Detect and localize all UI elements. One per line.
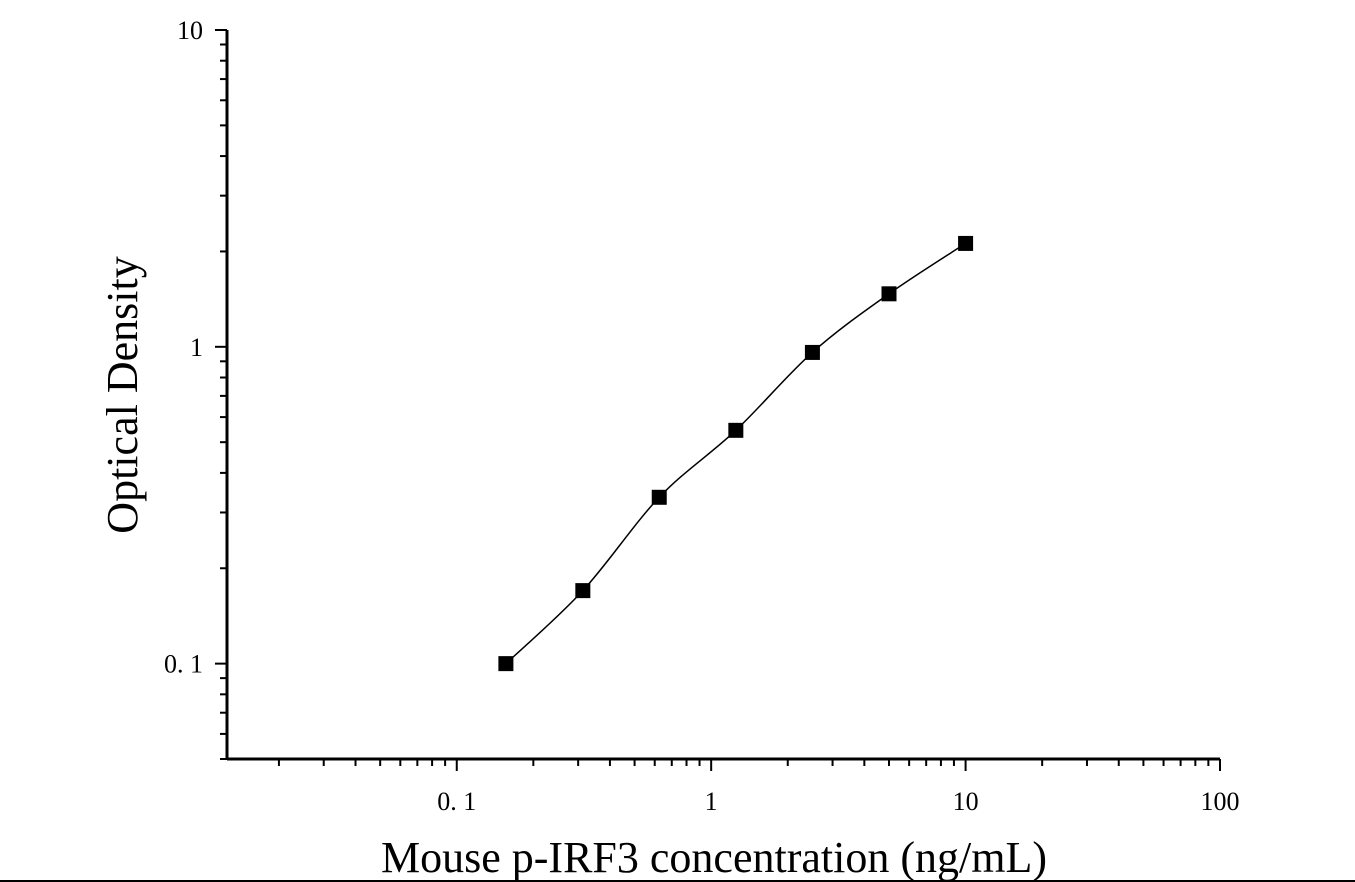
y-tick-label: 1 (190, 333, 203, 362)
x-axis-title: Mouse p-IRF3 concentration (ng/mL) (381, 833, 1047, 882)
x-tick-label: 10 (953, 787, 979, 816)
x-tick-label: 1 (705, 787, 718, 816)
data-point-marker (575, 583, 591, 599)
x-tick-label: 0. 1 (437, 787, 476, 816)
data-point-marker (651, 489, 667, 505)
y-axis-ticks (215, 29, 227, 760)
fit-curve-line (505, 242, 967, 665)
data-point-marker (728, 422, 744, 438)
data-point-marker (881, 286, 897, 302)
y-axis-title: Optical Density (98, 256, 147, 533)
y-tick-label: 10 (177, 16, 203, 45)
y-tick-label: 0. 1 (164, 650, 203, 679)
data-point-marker (498, 656, 514, 672)
y-axis-tick-labels: 0. 1 1 10 (164, 16, 203, 679)
plot-area: 0. 1 1 10 100 0. 1 1 10 (164, 16, 1240, 816)
x-axis-ticks (277, 759, 1221, 771)
data-point-marker (804, 344, 820, 360)
x-tick-label: 100 (1201, 787, 1240, 816)
x-axis-tick-labels: 0. 1 1 10 100 (437, 787, 1239, 816)
data-point-marker (958, 235, 974, 251)
data-points (498, 235, 974, 672)
